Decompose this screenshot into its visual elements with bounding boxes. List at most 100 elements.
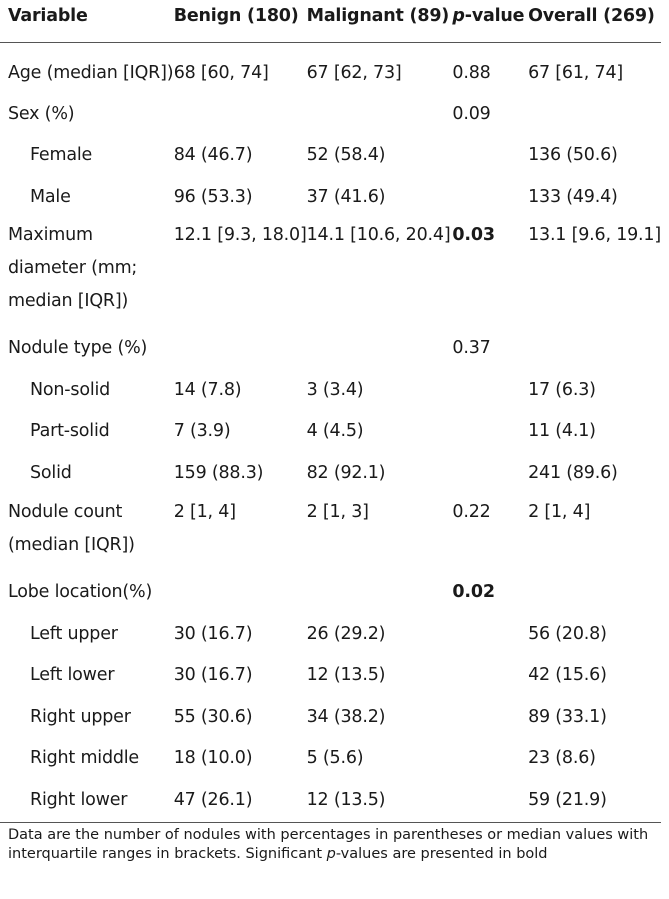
table-row: Left upper 30 (16.7) 26 (29.2) 56 (20.8) <box>0 604 661 646</box>
cell-variable: Solid <box>30 462 72 483</box>
cell-p-value <box>452 401 528 443</box>
cell-benign: 18 (10.0) <box>173 748 253 768</box>
cell-p-value <box>452 125 528 167</box>
cell-benign: 2 [1, 4] <box>173 502 236 522</box>
cell-p-value <box>452 769 529 823</box>
cell-benign: 159 (88.3) <box>173 462 264 483</box>
cell-malignant: 26 (29.2) <box>306 623 386 644</box>
cell-overall: 13.1 [9.6, 19.1] <box>528 225 661 245</box>
cell-p-value: 0.02 <box>452 582 495 602</box>
cell-malignant: 3 (3.4) <box>306 379 364 400</box>
cell-p-value: 0.37 <box>452 338 491 358</box>
cell-variable: Maximum diameter (mm; median [IQR]) <box>8 225 138 311</box>
header-malignant: Malignant (89) <box>306 0 453 43</box>
cell-variable: Lobe location(%) <box>8 582 153 602</box>
cell-variable: Right upper <box>30 706 131 727</box>
cell-benign: 7 (3.9) <box>173 421 231 441</box>
cell-overall: 17 (6.3) <box>528 379 596 400</box>
cell-variable: Left upper <box>30 623 118 644</box>
table-row: Sex (%) 0.09 <box>0 84 661 126</box>
cell-p-value <box>452 443 528 485</box>
table-row: Right lower 47 (26.1) 12 (13.5) 59 (21.9… <box>0 769 661 823</box>
cell-variable: Female <box>30 145 93 165</box>
cell-overall: 59 (21.9) <box>528 769 661 823</box>
cell-overall: 67 [61, 74] <box>528 62 624 83</box>
cell-benign: 96 (53.3) <box>173 186 253 207</box>
cell-p-value <box>452 604 528 646</box>
table-header-row: Variable Benign (180) Malignant (89) p-v… <box>0 0 661 43</box>
table-row: Part-solid 7 (3.9) 4 (4.5) 11 (4.1) <box>0 401 661 443</box>
cell-benign: 30 (16.7) <box>173 665 253 685</box>
cell-malignant <box>307 562 453 604</box>
cell-benign <box>174 562 307 604</box>
table-row: Right upper 55 (30.6) 34 (38.2) 89 (33.1… <box>0 687 661 729</box>
cell-variable: Nodule type (%) <box>8 338 148 358</box>
footnote-p-italic: p <box>326 846 336 862</box>
cell-p-value: 0.22 <box>452 502 491 522</box>
cell-benign: 12.1 [9.3, 18.0] <box>173 225 307 245</box>
cell-malignant: 37 (41.6) <box>306 186 386 207</box>
cell-p-value <box>452 728 528 770</box>
cell-benign: 68 [60, 74] <box>173 62 269 83</box>
footnote-text-1: Data are the number of nodules with perc… <box>8 827 649 862</box>
cell-p-value: 0.88 <box>452 62 491 83</box>
cell-variable: Sex (%) <box>8 103 75 124</box>
cell-overall: 136 (50.6) <box>528 145 618 165</box>
cell-benign: 84 (46.7) <box>173 145 253 165</box>
header-overall: Overall (269) <box>528 0 661 43</box>
cell-overall: 23 (8.6) <box>528 748 596 768</box>
cell-malignant: 2 [1, 3] <box>306 502 369 522</box>
cell-malignant <box>307 318 453 360</box>
table-row: Non-solid 14 (7.8) 3 (3.4) 17 (6.3) <box>0 360 661 402</box>
cell-overall <box>528 84 661 126</box>
cell-malignant: 52 (58.4) <box>306 145 386 165</box>
cell-benign: 30 (16.7) <box>173 623 253 644</box>
cell-benign <box>174 84 307 126</box>
cell-p-value: 0.03 <box>452 225 495 245</box>
cell-benign: 14 (7.8) <box>173 379 242 400</box>
cell-variable: Part-solid <box>30 421 110 441</box>
cell-overall <box>528 318 661 360</box>
footnote-text-2: -values are presented in bold <box>335 846 548 862</box>
cell-overall: 241 (89.6) <box>528 462 618 483</box>
cell-variable: Right lower <box>0 769 174 823</box>
cell-variable: Age (median [IQR]) <box>8 62 174 83</box>
cell-overall: 11 (4.1) <box>528 421 596 441</box>
table-row: Male 96 (53.3) 37 (41.6) 133 (49.4) <box>0 167 661 209</box>
cell-p-value: 0.09 <box>452 103 491 124</box>
table-row: Left lower 30 (16.7) 12 (13.5) 42 (15.6) <box>0 645 661 687</box>
cell-malignant: 12 (13.5) <box>306 769 453 823</box>
header-p-rest: -value <box>464 6 525 26</box>
cell-benign: 55 (30.6) <box>173 706 253 727</box>
table-row: Right middle 18 (10.0) 5 (5.6) 23 (8.6) <box>0 728 661 770</box>
cell-malignant: 14.1 [10.6, 20.4] <box>306 225 451 245</box>
cell-malignant: 5 (5.6) <box>306 748 364 768</box>
table-row: Lobe location(%) 0.02 <box>0 562 661 604</box>
cell-overall <box>528 562 661 604</box>
cell-malignant: 12 (13.5) <box>306 665 386 685</box>
table-row: Female 84 (46.7) 52 (58.4) 136 (50.6) <box>0 125 661 167</box>
table-row: Nodule type (%) 0.37 <box>0 318 661 360</box>
header-variable: Variable <box>0 0 174 43</box>
cell-variable: Nodule count (median [IQR]) <box>8 502 135 555</box>
header-benign: Benign (180) <box>173 0 307 43</box>
cell-variable: Male <box>30 186 71 207</box>
cell-malignant: 34 (38.2) <box>306 706 386 727</box>
cell-variable: Non-solid <box>30 379 111 400</box>
cell-malignant: 67 [62, 73] <box>306 62 402 83</box>
cell-overall: 133 (49.4) <box>528 186 618 207</box>
header-p-italic: p <box>452 6 465 26</box>
nodule-characteristics-table: Variable Benign (180) Malignant (89) p-v… <box>0 0 661 823</box>
cell-p-value <box>452 645 528 687</box>
cell-p-value <box>452 687 528 729</box>
cell-p-value <box>452 360 528 402</box>
table-row: Solid 159 (88.3) 82 (92.1) 241 (89.6) <box>0 443 661 485</box>
table-footnote: Data are the number of nodules with perc… <box>8 826 660 864</box>
cell-variable: Left lower <box>30 665 115 685</box>
table-row: Age (median [IQR]) 68 [60, 74] 67 [62, 7… <box>0 42 661 84</box>
cell-overall: 56 (20.8) <box>528 623 607 644</box>
cell-malignant: 82 (92.1) <box>306 462 386 483</box>
cell-overall: 42 (15.6) <box>528 665 607 685</box>
cell-variable: Right middle <box>30 748 140 768</box>
